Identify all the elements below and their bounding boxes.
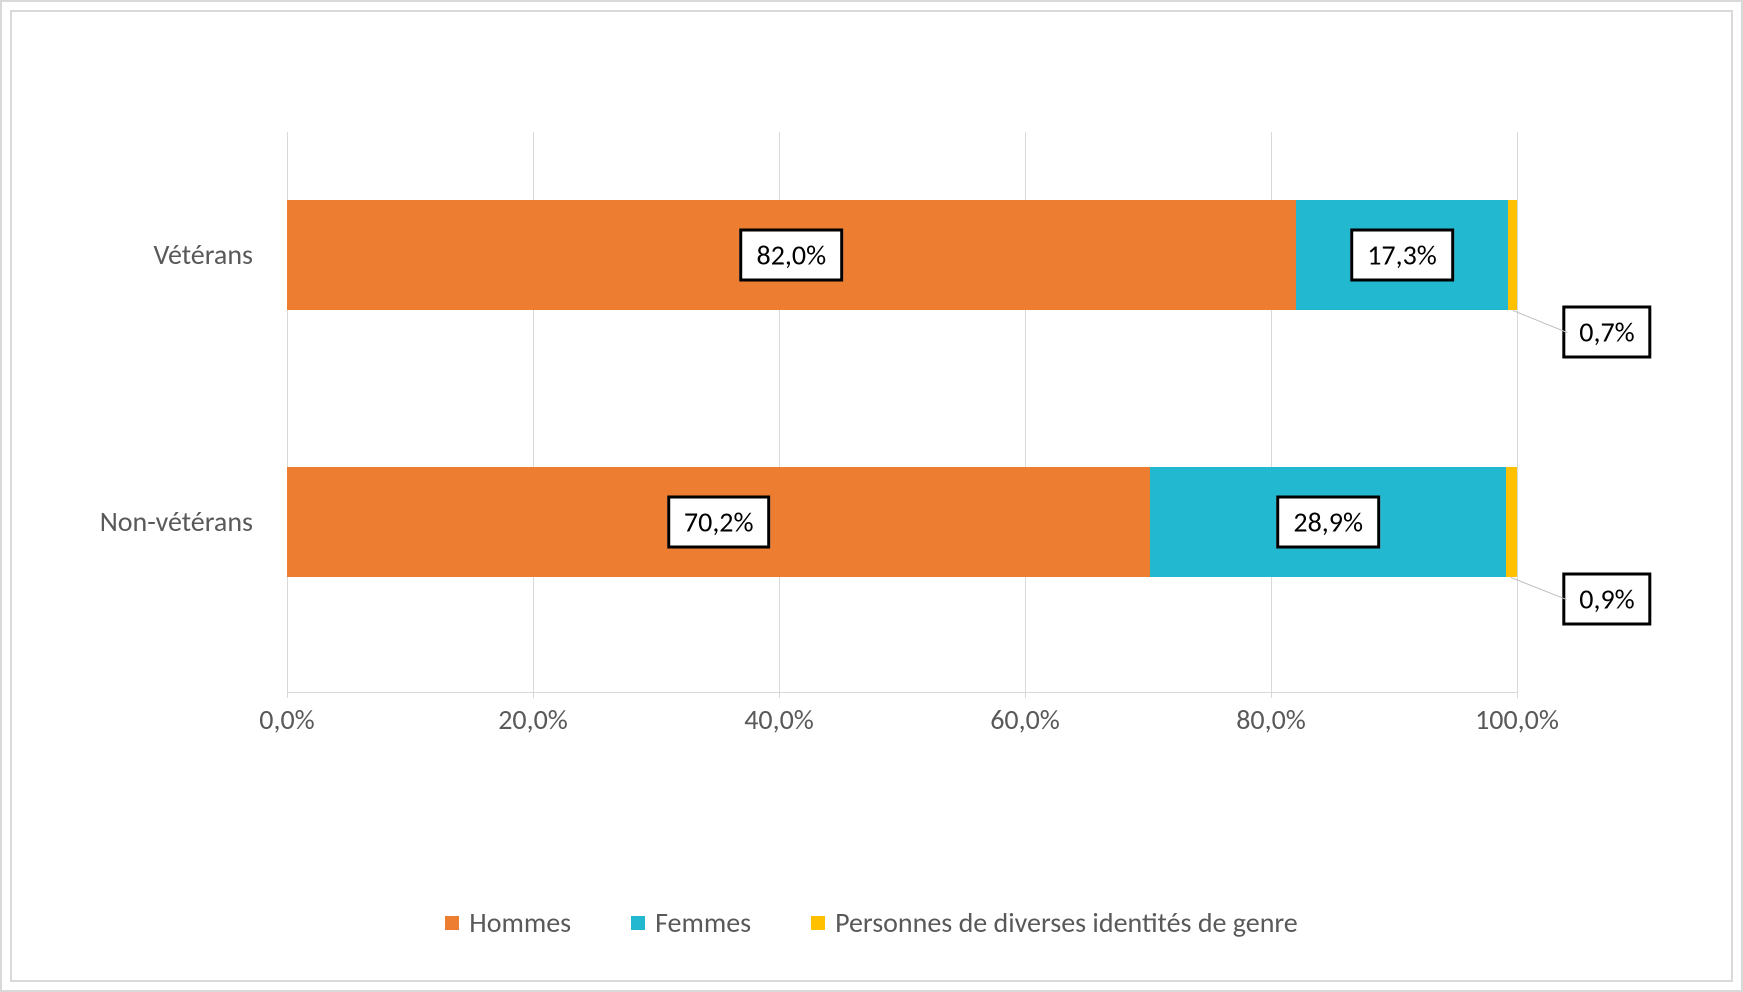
x-tick-label: 0,0% — [227, 702, 347, 737]
chart-outer-frame: Hommes Femmes Personnes de diverses iden… — [0, 0, 1743, 992]
bar-segment — [1508, 200, 1517, 310]
callout-line — [1511, 577, 1567, 600]
bar-segment — [1506, 467, 1517, 577]
data-label: 17,3% — [1350, 229, 1454, 282]
gridline — [1517, 132, 1518, 698]
x-tick-label: 60,0% — [965, 702, 1085, 737]
callout-line — [1512, 310, 1567, 333]
legend-label: Hommes — [469, 905, 571, 940]
legend-item-hommes: Hommes — [445, 905, 571, 940]
chart-inner-frame: Hommes Femmes Personnes de diverses iden… — [10, 10, 1733, 982]
x-tick-label: 80,0% — [1211, 702, 1331, 737]
legend-swatch — [811, 916, 825, 930]
plot-area — [287, 132, 1517, 692]
x-tick-label: 100,0% — [1457, 702, 1577, 737]
category-label: Non-vétérans — [0, 504, 253, 539]
legend-label: Personnes de diverses identités de genre — [835, 905, 1298, 940]
legend-swatch — [631, 916, 645, 930]
legend-swatch — [445, 916, 459, 930]
legend: Hommes Femmes Personnes de diverses iden… — [12, 905, 1731, 940]
legend-item-femmes: Femmes — [631, 905, 751, 940]
bar-row — [287, 200, 1517, 310]
data-label: 28,9% — [1276, 496, 1380, 549]
data-label: 0,9% — [1562, 573, 1651, 626]
data-label: 70,2% — [667, 496, 771, 549]
data-label: 0,7% — [1562, 306, 1651, 359]
x-tick-label: 20,0% — [473, 702, 593, 737]
legend-item-diverses: Personnes de diverses identités de genre — [811, 905, 1298, 940]
category-label: Vétérans — [0, 237, 253, 272]
x-axis-line — [287, 692, 1517, 693]
data-label: 82,0% — [740, 229, 844, 282]
legend-label: Femmes — [655, 905, 751, 940]
x-tick-label: 40,0% — [719, 702, 839, 737]
